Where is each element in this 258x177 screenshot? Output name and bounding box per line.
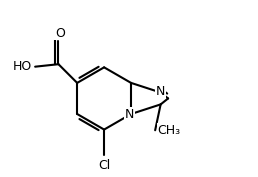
Text: CH₃: CH₃ (158, 124, 181, 137)
Text: N: N (156, 85, 165, 98)
Text: O: O (55, 27, 65, 40)
Text: Cl: Cl (98, 159, 110, 172)
Text: N: N (125, 107, 134, 121)
Text: HO: HO (13, 60, 32, 73)
